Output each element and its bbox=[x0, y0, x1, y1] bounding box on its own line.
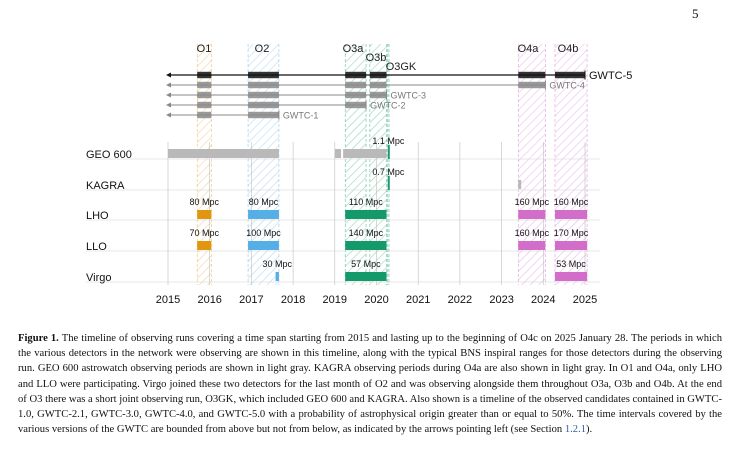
catalog-left-arrow bbox=[166, 112, 171, 118]
detector-bar bbox=[518, 210, 546, 219]
catalog-left-arrow bbox=[166, 102, 171, 108]
detector-label: LHO bbox=[86, 210, 109, 222]
detector-bar bbox=[343, 149, 387, 158]
range-label: 110 Mpc bbox=[349, 197, 383, 207]
detector-bar bbox=[345, 210, 387, 219]
x-tick-label: 2018 bbox=[281, 294, 305, 306]
catalog-candidate-block bbox=[369, 71, 387, 79]
x-tick-label: 2020 bbox=[364, 294, 388, 306]
run-region-o3b bbox=[369, 44, 387, 285]
catalog-candidate-block bbox=[248, 81, 279, 89]
x-tick-label: 2022 bbox=[448, 294, 472, 306]
detector-bar bbox=[275, 272, 279, 281]
range-label: 160 Mpc bbox=[515, 197, 550, 207]
catalog-candidate-block bbox=[197, 81, 212, 89]
catalog-candidate-block bbox=[248, 91, 279, 99]
run-region-o3gk bbox=[387, 44, 390, 285]
catalog-label-gwtc-1: GWTC-1 bbox=[283, 111, 319, 121]
detector-label: Virgo bbox=[86, 272, 111, 284]
x-tick-label: 2025 bbox=[573, 294, 597, 306]
detector-bar bbox=[248, 210, 279, 219]
caption-label: Figure 1. bbox=[18, 333, 59, 344]
detector-bar bbox=[345, 272, 387, 281]
run-label-o1: O1 bbox=[197, 43, 212, 55]
catalog-left-arrow bbox=[166, 72, 171, 78]
run-label-o2: O2 bbox=[255, 43, 270, 55]
x-tick-label: 2015 bbox=[156, 294, 180, 306]
detector-bar bbox=[334, 149, 342, 158]
detector-bar bbox=[387, 176, 390, 190]
detector-bar bbox=[554, 241, 588, 250]
catalog-label-gwtc-2: GWTC-2 bbox=[370, 101, 406, 111]
detector-bar bbox=[345, 241, 387, 250]
detector-label: LLO bbox=[86, 241, 107, 253]
catalog-candidate-block bbox=[554, 71, 585, 79]
detector-bar bbox=[554, 210, 588, 219]
x-axis: 2015 2016 2017 2018 2019 2020 2021 2022 2023 2024… bbox=[156, 294, 597, 306]
x-tick-label: 2021 bbox=[406, 294, 430, 306]
catalog-candidate-block bbox=[345, 91, 367, 99]
range-label: 57 Mpc bbox=[351, 259, 381, 269]
detector-bar bbox=[197, 241, 212, 250]
range-label: 160 Mpc bbox=[515, 228, 550, 238]
catalog-candidate-block bbox=[248, 101, 279, 109]
catalog-candidate-block bbox=[345, 71, 367, 79]
range-label: 160 Mpc bbox=[554, 197, 589, 207]
run-label-o3b: O3b bbox=[366, 52, 387, 64]
figure-caption: Figure 1. The timeline of observing runs… bbox=[18, 331, 722, 437]
catalog-candidate-block bbox=[345, 81, 367, 89]
detector-bar bbox=[554, 272, 588, 281]
catalog-left-arrow bbox=[166, 82, 171, 88]
x-tick-label: 2016 bbox=[197, 294, 221, 306]
run-label-o4a: O4a bbox=[518, 43, 540, 55]
detector-label: GEO 600 bbox=[86, 149, 132, 161]
catalog-label-gwtc-4: GWTC-4 bbox=[549, 81, 585, 91]
range-label: 140 Mpc bbox=[349, 228, 384, 238]
range-label: 70 Mpc bbox=[190, 228, 220, 238]
catalog-candidate-block bbox=[197, 71, 212, 79]
catalog-label-gwtc-5: GWTC-5 bbox=[589, 70, 632, 82]
detector-bar bbox=[168, 149, 279, 158]
catalog-candidate-block bbox=[248, 111, 279, 119]
catalog-label-gwtc-3: GWTC-3 bbox=[391, 91, 427, 101]
catalog-candidate-block bbox=[518, 81, 546, 89]
detector-bar bbox=[197, 210, 212, 219]
range-label: 53 Mpc bbox=[556, 259, 586, 269]
range-label: 80 Mpc bbox=[249, 197, 279, 207]
detector-label: KAGRA bbox=[86, 180, 125, 192]
detector-rows: GEO 600 1.1 Mpc KAGRA 0.7 Mpc LHO 80 Mpc 80 Mp… bbox=[86, 136, 600, 284]
catalog-candidate-block bbox=[197, 111, 212, 119]
caption-text: The timeline of observing runs covering … bbox=[18, 333, 722, 436]
run-label-o3a: O3a bbox=[343, 43, 365, 55]
run-label-o4b: O4b bbox=[558, 43, 579, 55]
section-link[interactable]: 1.2.1 bbox=[564, 424, 587, 436]
catalog-candidate-block bbox=[248, 71, 279, 79]
catalog-candidate-block bbox=[518, 71, 546, 79]
detector-bar bbox=[387, 145, 390, 159]
catalog-candidate-block bbox=[197, 91, 212, 99]
range-label: 170 Mpc bbox=[554, 228, 589, 238]
x-tick-label: 2024 bbox=[531, 294, 555, 306]
page-number: 5 bbox=[692, 6, 699, 21]
detector-bar bbox=[518, 180, 522, 189]
x-tick-label: 2019 bbox=[323, 294, 347, 306]
run-label-o3gk: O3GK bbox=[386, 61, 417, 73]
catalog-candidate-block bbox=[197, 101, 212, 109]
detector-bar bbox=[248, 241, 279, 250]
detector-bar bbox=[518, 241, 546, 250]
range-label: 80 Mpc bbox=[190, 197, 220, 207]
x-tick-label: 2017 bbox=[239, 294, 263, 306]
catalog-left-arrow bbox=[166, 92, 171, 98]
range-label: 100 Mpc bbox=[246, 228, 281, 238]
catalog-candidate-block bbox=[369, 91, 387, 99]
catalog-candidate-block bbox=[345, 101, 367, 109]
x-tick-label: 2023 bbox=[489, 294, 513, 306]
range-label: 30 Mpc bbox=[262, 259, 292, 269]
caption-tail: ). bbox=[586, 424, 593, 436]
range-label: 0.7 Mpc bbox=[372, 167, 405, 177]
catalog-candidate-block bbox=[369, 81, 387, 89]
range-label: 1.1 Mpc bbox=[372, 136, 405, 146]
